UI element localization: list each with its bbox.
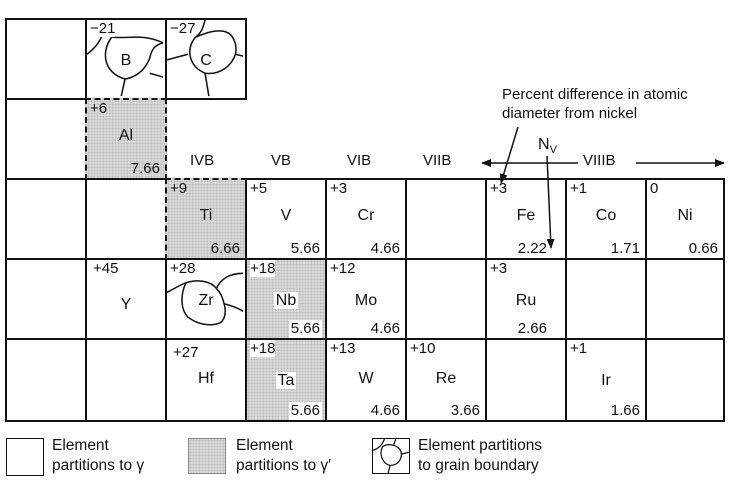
element-symbol: W — [358, 370, 374, 387]
atomic-diameter-difference: +18 — [250, 260, 276, 277]
electron-vacancy-number: 4.66 — [368, 402, 402, 420]
element-symbol: Cr — [357, 207, 375, 224]
legend-grain-boundary-label-line2: to grain boundary — [418, 457, 539, 474]
element-symbol: Co — [595, 207, 617, 224]
legend-gamma-label-line1: Element — [52, 437, 109, 454]
grain-boundary-icon — [167, 272, 244, 326]
electron-vacancy-number: 5.66 — [288, 402, 322, 420]
element-cell-cr: +3 Cr 4.66 — [325, 178, 407, 260]
empty-cell — [85, 338, 167, 422]
annotation-nv-label: NV — [538, 136, 557, 157]
element-cell-ni: 0 Ni 0.66 — [645, 178, 725, 260]
element-cell-mo: +12 Mo 4.66 — [325, 258, 407, 340]
group-header-ivb: IVB — [190, 152, 215, 169]
legend-gamma-prime-label-line2: partitions to γ′ — [236, 457, 332, 474]
element-cell-ir: +1 Ir 1.66 — [565, 338, 647, 422]
legend-grain-boundary-swatch — [372, 438, 410, 474]
electron-vacancy-number: 2.66 — [515, 320, 549, 338]
element-cell-hf: +27 Hf — [165, 338, 247, 422]
electron-vacancy-number: 1.66 — [608, 402, 642, 420]
atomic-diameter-difference: +3 — [490, 180, 508, 197]
element-symbol: Re — [435, 370, 457, 387]
atomic-diameter-difference: +9 — [170, 180, 188, 197]
electron-vacancy-number: 6.66 — [210, 240, 240, 257]
atomic-diameter-difference: +12 — [330, 260, 356, 277]
legend-gamma-prime-swatch — [188, 438, 226, 474]
element-cell-v: +5 V 5.66 — [245, 178, 327, 260]
electron-vacancy-number: 7.66 — [130, 160, 160, 177]
element-symbol: Fe — [516, 207, 536, 224]
electron-vacancy-number: 2.22 — [515, 240, 549, 258]
atomic-diameter-difference: +1 — [570, 180, 588, 197]
element-cell-b: −21 B — [85, 18, 167, 100]
atomic-diameter-difference: +10 — [410, 340, 436, 357]
empty-cell — [5, 178, 87, 260]
element-symbol: Ru — [515, 292, 537, 309]
element-cell-w: +13 W 4.66 — [325, 338, 407, 422]
element-cell-re: +10 Re 3.66 — [405, 338, 487, 422]
atomic-diameter-difference: +6 — [90, 100, 108, 117]
group-header-vb: VB — [271, 152, 292, 169]
electron-vacancy-number: 4.66 — [368, 320, 402, 338]
atomic-diameter-difference: +13 — [330, 340, 356, 357]
element-symbol: Ti — [199, 207, 213, 224]
element-cell-ta: +18 Ta 5.66 — [245, 338, 327, 422]
legend-gamma-prime-label-line1: Element — [236, 437, 293, 454]
atomic-diameter-difference: +3 — [490, 260, 508, 277]
element-symbol: Nb — [273, 292, 299, 309]
atomic-diameter-difference: 0 — [650, 180, 659, 197]
atomic-diameter-difference: +1 — [570, 340, 588, 357]
element-cell-nb: +18 Nb 5.66 — [245, 258, 327, 340]
electron-vacancy-number: 5.66 — [288, 320, 322, 338]
atomic-diameter-difference: +5 — [250, 180, 268, 197]
element-symbol: Y — [120, 296, 132, 313]
empty-cell — [485, 338, 567, 422]
grain-boundary-icon — [167, 20, 244, 97]
element-symbol: Ir — [601, 372, 611, 389]
electron-vacancy-number: 1.71 — [608, 240, 642, 258]
atomic-diameter-difference: −27 — [170, 20, 196, 37]
atomic-diameter-difference: +18 — [250, 340, 276, 357]
element-symbol: Al — [118, 127, 134, 144]
atomic-diameter-difference: +27 — [173, 344, 199, 361]
annotation-percent-difference-line1: Percent difference in atomic — [502, 86, 688, 103]
grain-boundary-icon — [373, 439, 409, 473]
electron-vacancy-number: 4.66 — [368, 240, 402, 258]
element-cell-co: +1 Co 1.71 — [565, 178, 647, 260]
group-header-viiib: VIIIB — [580, 152, 619, 170]
nv-arrow — [546, 155, 555, 249]
legend-gamma-swatch — [6, 438, 44, 476]
annotation-percent-difference-line2: diameter from nickel — [502, 105, 638, 122]
group-header-vib: VIB — [347, 152, 372, 169]
atomic-diameter-difference: +3 — [330, 180, 348, 197]
element-symbol: Mo — [354, 292, 378, 309]
element-symbol: Zr — [198, 292, 214, 309]
legend-grain-boundary-label-line1: Element partitions — [418, 437, 543, 454]
element-symbol: V — [280, 207, 292, 224]
group-header-viib: VIIB — [423, 152, 452, 169]
element-symbol: Ni — [677, 207, 693, 224]
atomic-diameter-difference: +45 — [93, 260, 119, 277]
empty-cell — [645, 338, 725, 422]
atomic-diameter-difference: −21 — [90, 20, 116, 37]
electron-vacancy-number: 3.66 — [448, 402, 482, 420]
element-symbol: C — [198, 52, 214, 69]
element-symbol: Hf — [198, 370, 214, 387]
empty-cell — [5, 18, 87, 100]
element-cell-c: −27 C — [165, 18, 247, 100]
element-symbol: B — [118, 52, 134, 69]
element-cell-zr: +28 Zr — [165, 258, 247, 340]
percent-difference-arrow — [499, 126, 519, 184]
electron-vacancy-number: 0.66 — [686, 240, 720, 258]
electron-vacancy-number: 5.66 — [288, 240, 322, 258]
legend-gamma-label-line2: partitions to γ — [52, 457, 145, 474]
element-symbol: Ta — [275, 372, 297, 389]
empty-cell — [645, 258, 725, 340]
atomic-diameter-difference: +28 — [170, 260, 196, 277]
